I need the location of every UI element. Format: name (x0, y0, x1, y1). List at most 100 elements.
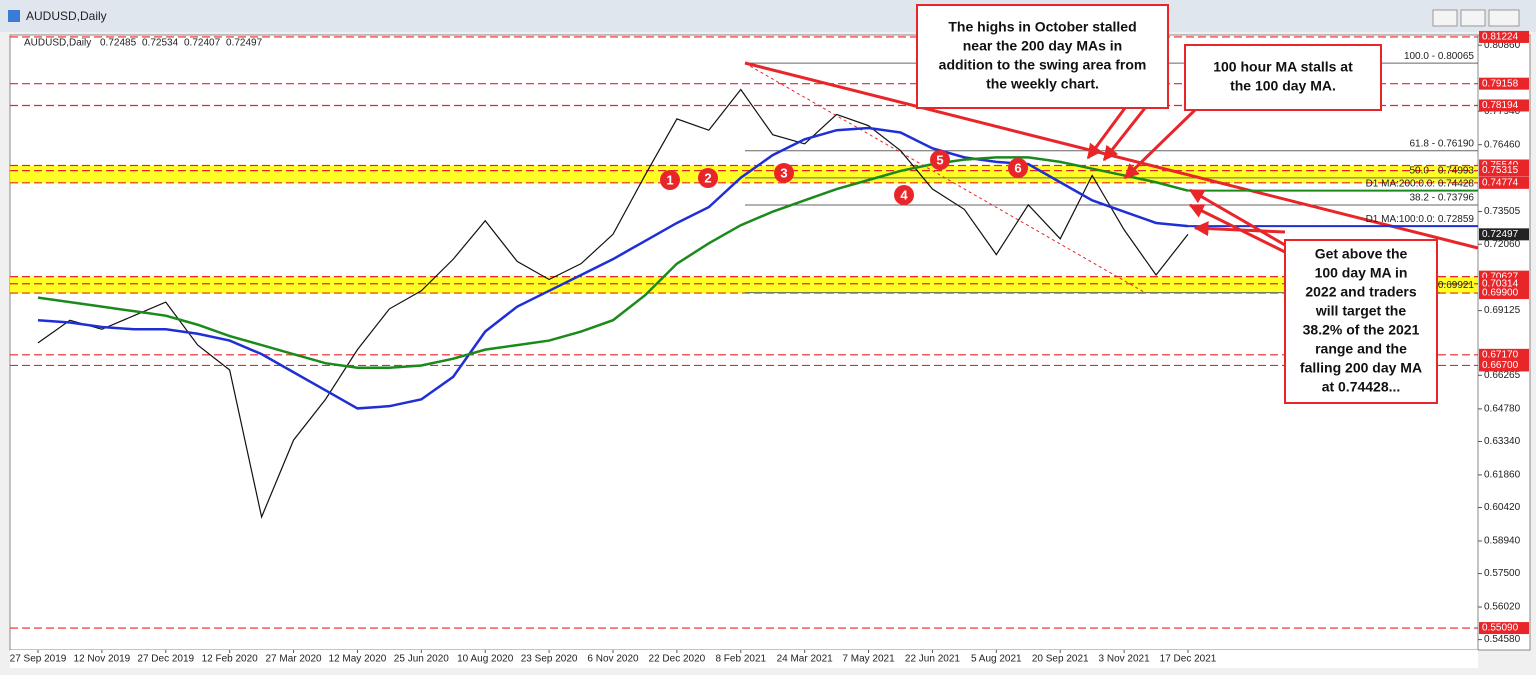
x-tick-label: 25 Jun 2020 (394, 654, 449, 665)
level-label: 0.70314 (1482, 278, 1519, 289)
level-tag (1479, 77, 1529, 90)
y-tick-label: 0.69125 (1484, 305, 1521, 316)
level-tag (1479, 30, 1529, 43)
fib-label: 61.8 - 0.76190 (1410, 138, 1475, 149)
fib-label: 38.2 - 0.73796 (1410, 193, 1475, 204)
level-label: 0.78194 (1482, 100, 1519, 111)
marker-circle (660, 170, 680, 190)
marker-number: 5 (936, 152, 943, 167)
y-tick-label: 0.66265 (1484, 370, 1521, 381)
annotation-text: 100 day MA in (1315, 265, 1408, 281)
level-label: 0.74774 (1482, 177, 1519, 188)
window-title: AUDUSD,Daily (26, 9, 107, 23)
y-tick-label: 0.76460 (1484, 139, 1521, 150)
fib-label: 0.0 - 0.69921 (1415, 280, 1474, 291)
y-tick-label: 0.64780 (1484, 404, 1521, 415)
last-price-label: 0.72497 (1482, 229, 1519, 240)
level-tag (1479, 348, 1529, 361)
x-tick-label: 8 Feb 2021 (715, 654, 766, 665)
x-tick-label: 20 Sep 2021 (1032, 654, 1089, 665)
annotation-box (1284, 239, 1438, 404)
x-tick-label: 5 Aug 2021 (971, 654, 1022, 665)
annotation-text: Get above the (1315, 246, 1408, 262)
level-label: 0.67170 (1482, 349, 1519, 360)
window-icon (8, 10, 20, 22)
marker-number: 2 (704, 170, 711, 185)
marker-number: 3 (780, 165, 787, 180)
x-tick-label: 3 Nov 2021 (1099, 654, 1151, 665)
arrow (1123, 108, 1197, 180)
chart: 0.808600.779400.764600.735050.720600.691… (10, 4, 1529, 665)
symbol-label: AUDUSD,Daily (24, 38, 91, 49)
annotation-box (1184, 44, 1382, 111)
ohlc-value: 0.72485 (100, 38, 137, 49)
annotation-text: 38.2% of the 2021 (1303, 322, 1420, 338)
annotation-text: 2022 and traders (1305, 284, 1416, 300)
level-tag (1479, 359, 1529, 372)
level-label: 0.69900 (1482, 288, 1519, 299)
y-tick-label: 0.54580 (1484, 634, 1521, 645)
annotation-text: The highs in October stalled (948, 19, 1136, 35)
x-tick-label: 17 Dec 2021 (1160, 654, 1217, 665)
x-tick-label: 22 Dec 2020 (649, 654, 706, 665)
ma-label: D1 MA:200:0.0: 0.74428 (1366, 178, 1475, 189)
marker-circle (1008, 158, 1028, 178)
marker-circle (930, 150, 950, 170)
y-tick-label: 0.61860 (1484, 470, 1521, 481)
fib-diagonal (744, 62, 1146, 294)
y-tick-label: 0.58940 (1484, 536, 1521, 547)
level-label: 0.55090 (1482, 623, 1519, 634)
arrow (1188, 188, 1286, 247)
support-band (10, 276, 1478, 294)
x-tick-label: 24 Mar 2021 (777, 654, 834, 665)
x-tick-label: 12 Nov 2019 (74, 654, 131, 665)
x-tick-label: 7 May 2021 (842, 654, 895, 665)
level-label: 0.66700 (1482, 360, 1519, 371)
y-tick-label: 0.57500 (1484, 568, 1521, 579)
x-tick-label: 12 Feb 2020 (202, 654, 259, 665)
y-tick-label: 0.60420 (1484, 502, 1521, 513)
ohlc-value: 0.72497 (226, 38, 263, 49)
minimize-button[interactable] (1432, 9, 1458, 27)
y-tick-label: 0.63340 (1484, 436, 1521, 447)
level-tag (1479, 622, 1529, 635)
arrow (1086, 107, 1127, 160)
y-tick-label: 0.56020 (1484, 602, 1521, 613)
level-label: 0.75315 (1482, 165, 1519, 176)
annotation-text: the 100 day MA. (1230, 78, 1336, 94)
level-tag (1479, 164, 1529, 177)
y-tick-label: 0.72060 (1484, 239, 1521, 250)
moving-average (37, 156, 1189, 369)
x-tick-label: 27 Mar 2020 (265, 654, 322, 665)
x-tick-label: 12 May 2020 (329, 654, 387, 665)
ma-label: D1 MA:100:0.0: 0.72859 (1366, 214, 1475, 225)
marker-circle (698, 168, 718, 188)
last-price-tag (1479, 228, 1529, 241)
level-tag (1479, 277, 1529, 290)
annotation-text: range and the (1315, 341, 1407, 357)
fib-label: 50.0 - 0.74993 (1410, 166, 1475, 177)
annotation-text: the weekly chart. (986, 76, 1099, 92)
x-tick-label: 22 Jun 2021 (905, 654, 960, 665)
price-axis (1477, 34, 1531, 651)
level-label: 0.70627 (1482, 271, 1519, 282)
close-button[interactable] (1488, 9, 1520, 27)
plot-area (9, 34, 1479, 651)
annotation-text: falling 200 day MA (1300, 360, 1422, 376)
level-label: 0.81224 (1482, 32, 1519, 43)
maximize-button[interactable] (1460, 9, 1486, 27)
marker-number: 4 (900, 187, 908, 202)
ohlc-value: 0.72407 (184, 38, 221, 49)
price-line (37, 88, 1189, 520)
level-tag (1479, 99, 1529, 112)
marker-circle (774, 163, 794, 183)
arrow (1102, 107, 1147, 162)
x-tick-label: 27 Sep 2019 (10, 654, 67, 665)
x-tick-label: 27 Dec 2019 (137, 654, 194, 665)
time-axis (10, 650, 1478, 668)
x-tick-label: 10 Aug 2020 (457, 654, 514, 665)
x-tick-label: 6 Nov 2020 (587, 654, 639, 665)
level-label: 0.79158 (1482, 78, 1519, 89)
annotation-text: will target the (1315, 303, 1406, 319)
